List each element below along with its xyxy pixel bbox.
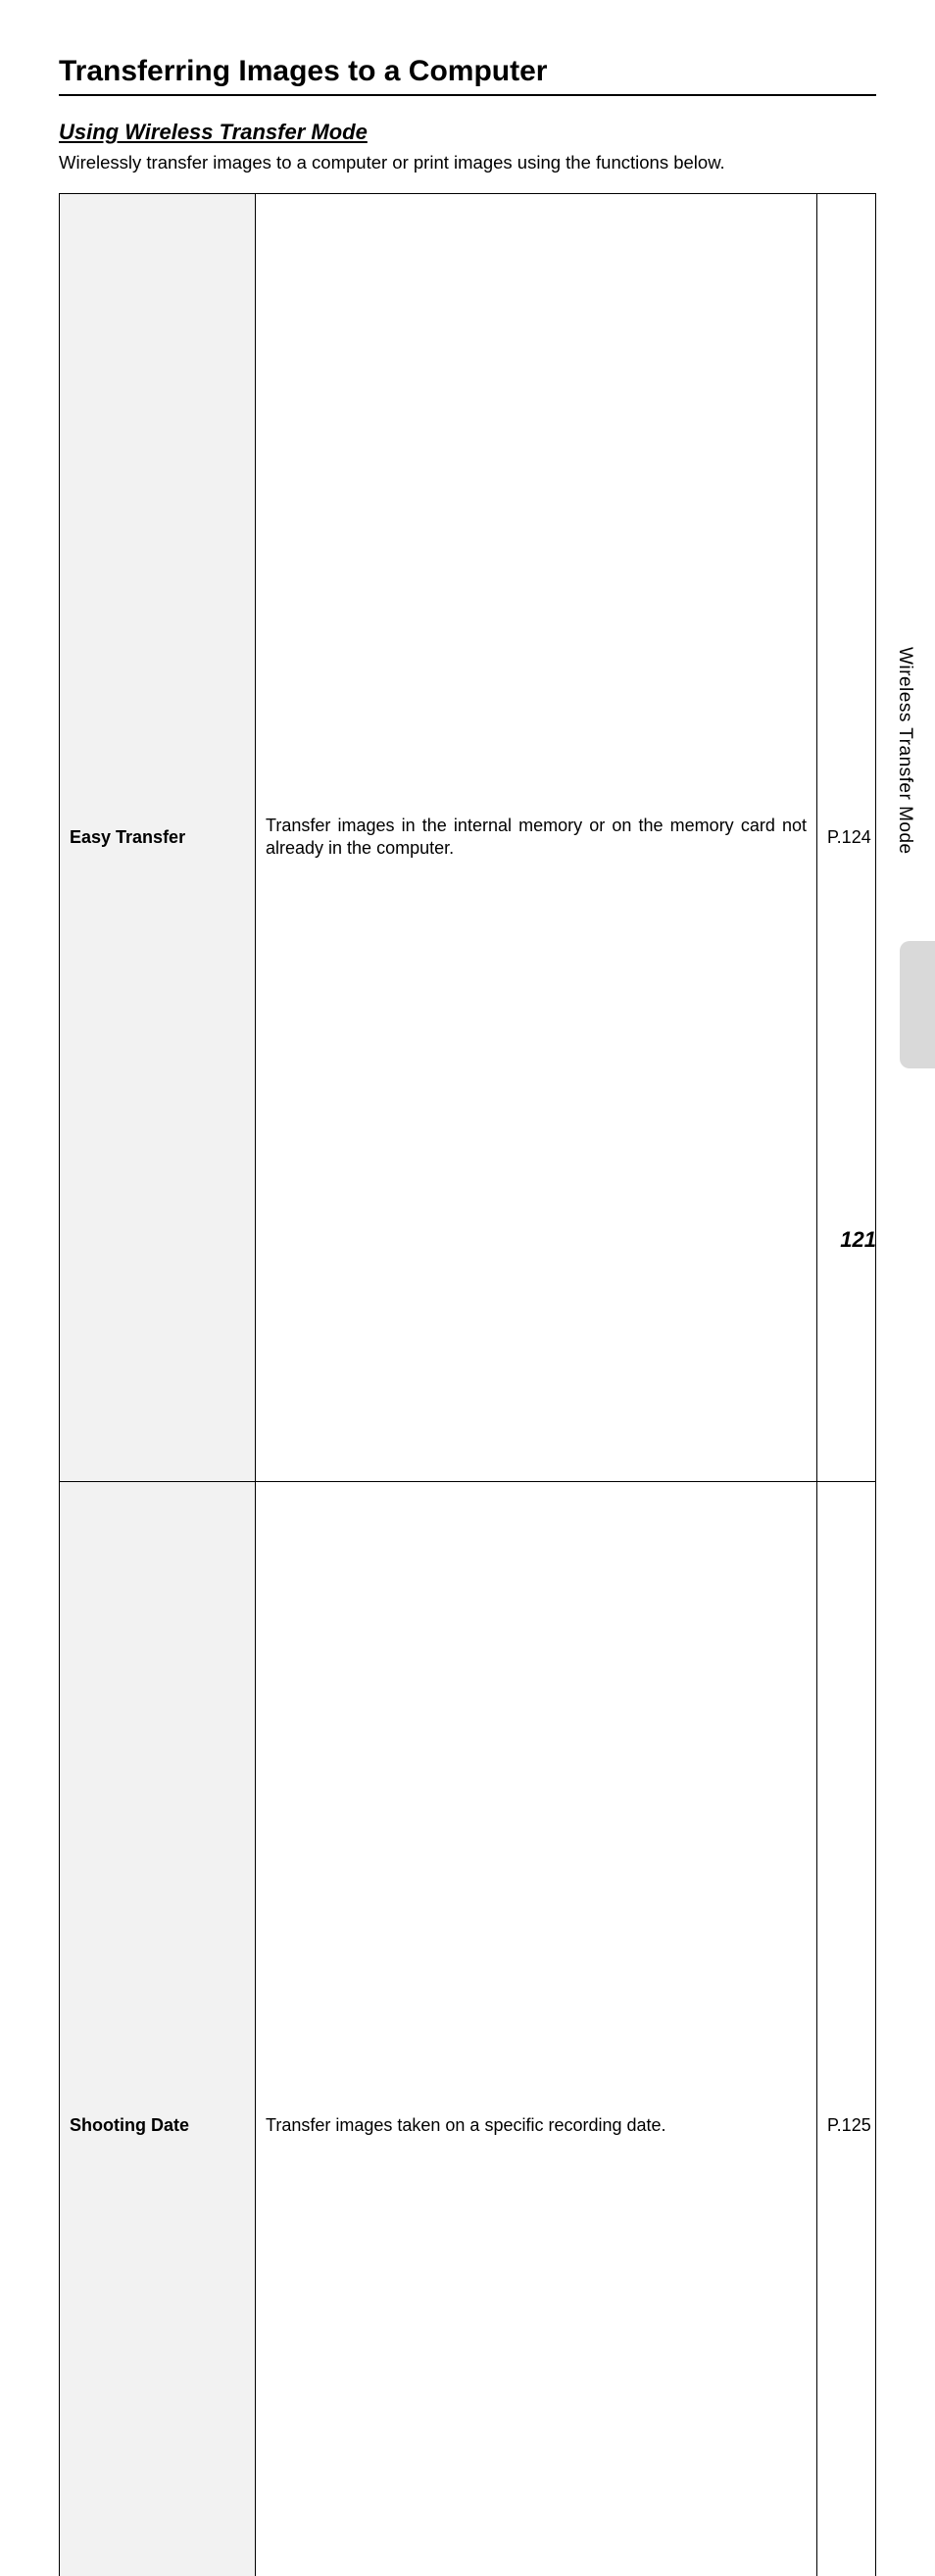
feature-page-ref: P.125 [817,1481,876,2576]
feature-name: Shooting Date [60,1481,256,2576]
section-subtitle: Using Wireless Transfer Mode [59,120,876,145]
side-tab-label: Wireless Transfer Mode [894,647,915,855]
feature-desc: Transfer images taken on a specific reco… [256,1481,817,2576]
page-title: Transferring Images to a Computer [59,55,876,88]
manual-page: Transferring Images to a Computer Using … [0,0,935,1288]
side-tab-indicator [900,941,935,1068]
intro-text: Wirelessly transfer images to a computer… [59,151,876,175]
feature-desc: Transfer images in the internal memory o… [256,193,817,1481]
table-row: Shooting DateTransfer images taken on a … [60,1481,876,2576]
feature-page-ref: P.124 [817,193,876,1481]
title-rule [59,94,876,96]
feature-table: Easy TransferTransfer images in the inte… [59,193,876,2576]
page-number: 121 [840,1227,876,1253]
table-row: Easy TransferTransfer images in the inte… [60,193,876,1481]
feature-name: Easy Transfer [60,193,256,1481]
